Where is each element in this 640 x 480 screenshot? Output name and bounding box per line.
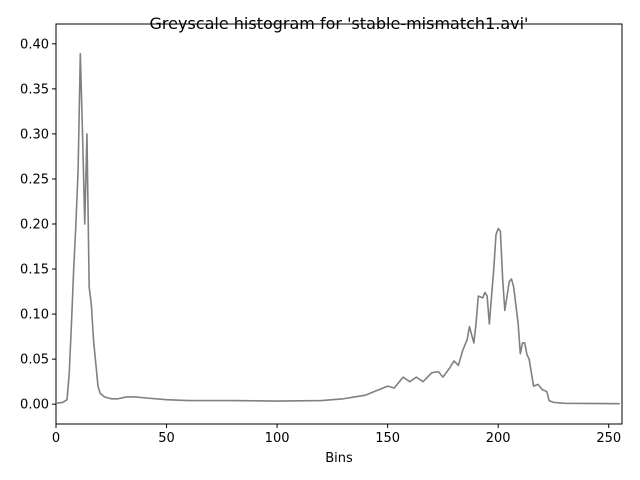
x-tick-label: 150 bbox=[375, 431, 400, 446]
y-tick-label: 0.05 bbox=[20, 353, 49, 368]
y-tick-label: 0.15 bbox=[20, 263, 49, 278]
y-tick-label: 0.10 bbox=[20, 308, 49, 323]
x-tick-label: 250 bbox=[596, 431, 621, 446]
y-tick-label: 0.25 bbox=[20, 172, 49, 187]
y-tick-label: 0.40 bbox=[20, 37, 49, 52]
x-axis-label: Bins bbox=[325, 451, 353, 466]
y-tick-label: 0.20 bbox=[20, 218, 49, 233]
x-tick-label: 50 bbox=[158, 431, 175, 446]
y-tick-label: 0.30 bbox=[20, 127, 49, 142]
histogram-line bbox=[55, 52, 620, 405]
y-tick-label: 0.00 bbox=[20, 398, 49, 413]
x-tick-label: 0 bbox=[52, 431, 60, 446]
x-tick-label: 100 bbox=[265, 431, 290, 446]
y-tick-label: 0.35 bbox=[20, 82, 49, 97]
x-tick-label: 200 bbox=[486, 431, 511, 446]
plot-frame bbox=[55, 23, 623, 425]
